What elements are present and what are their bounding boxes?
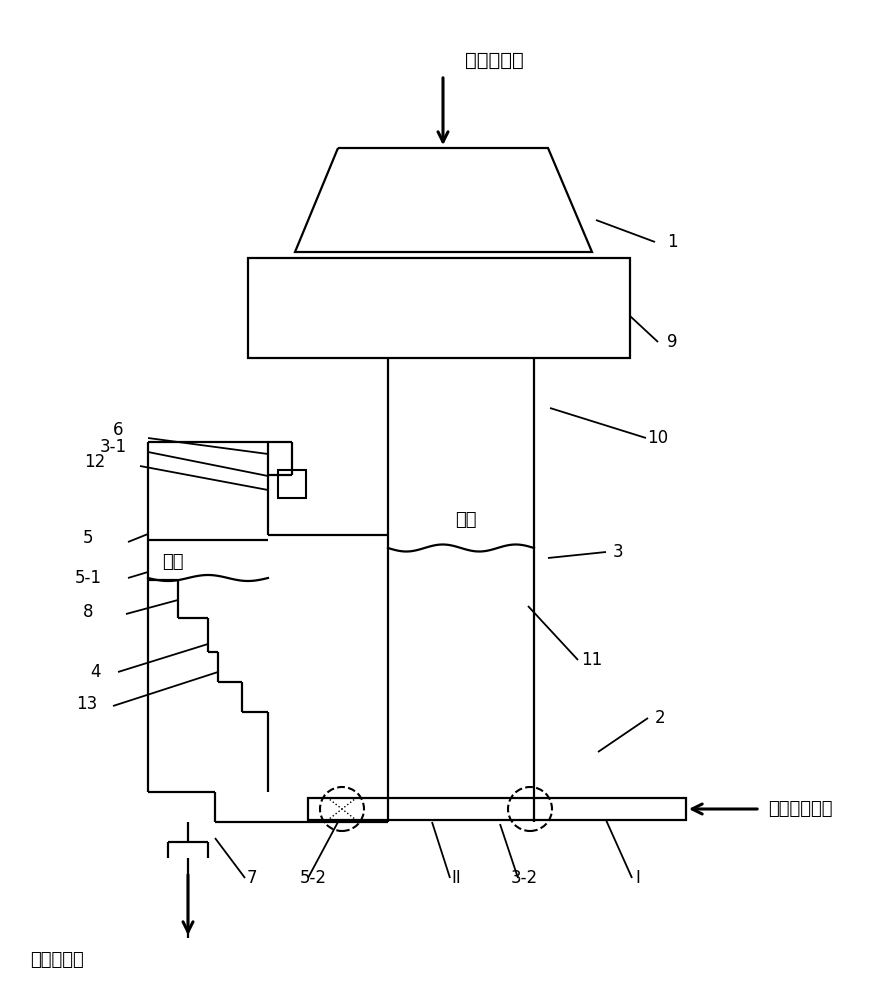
Text: II: II [451,869,461,887]
Text: 5-1: 5-1 [74,569,101,587]
Text: 凝汽器排汽: 凝汽器排汽 [465,50,524,70]
Text: 7: 7 [246,869,257,887]
Text: 连续排放流体: 连续排放流体 [768,800,832,818]
Bar [308,798,686,820]
Text: 10: 10 [648,429,668,447]
Bar [248,258,630,358]
Text: 至凝结水泵: 至凝结水泵 [30,951,83,969]
Text: 9: 9 [667,333,677,351]
Text: 1: 1 [667,233,677,251]
Text: 13: 13 [76,695,98,713]
Text: 6: 6 [113,421,124,439]
Text: 2: 2 [655,709,666,727]
Text: 3-2: 3-2 [511,869,538,887]
Text: 3: 3 [613,543,624,561]
Text: I: I [635,869,641,887]
Text: 8: 8 [82,603,93,621]
Text: 11: 11 [582,651,603,669]
Text: 5-2: 5-2 [299,869,326,887]
Text: 水面: 水面 [455,511,477,529]
Text: 水面: 水面 [162,553,184,571]
Text: 12: 12 [84,453,106,471]
Text: 5: 5 [82,529,93,547]
Text: 3-1: 3-1 [99,438,126,456]
Text: 4: 4 [90,663,100,681]
Bar [278,470,306,498]
